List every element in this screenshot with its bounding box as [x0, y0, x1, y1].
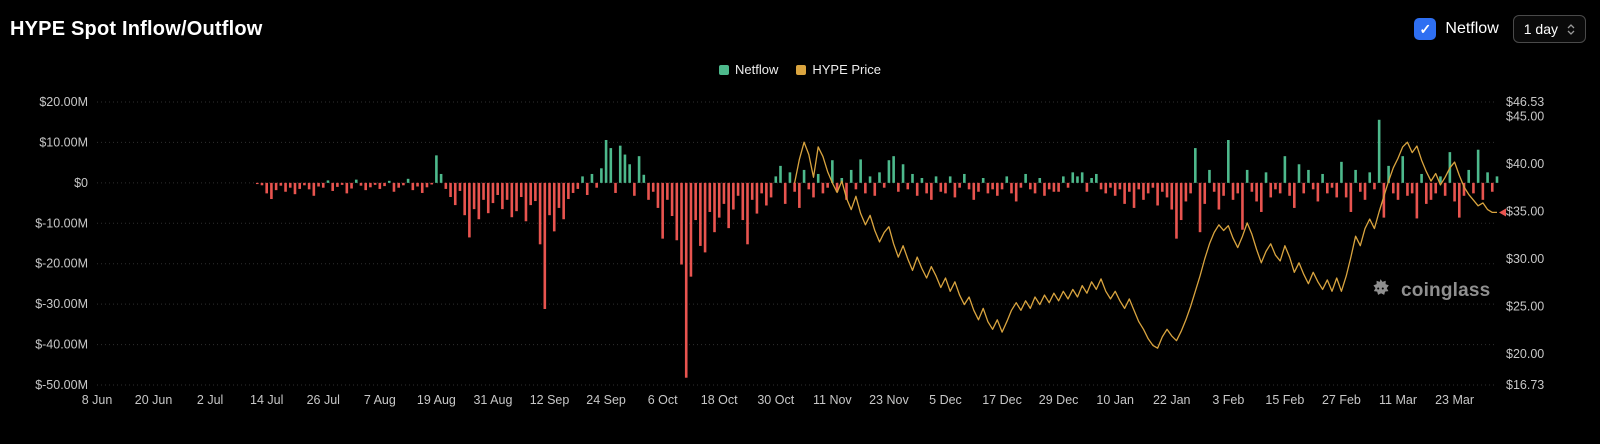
svg-text:29 Dec: 29 Dec — [1039, 393, 1079, 407]
legend-label-netflow: Netflow — [735, 62, 779, 77]
legend-label-hype-price: HYPE Price — [812, 62, 881, 77]
svg-text:$25.00: $25.00 — [1506, 299, 1544, 313]
svg-text:$-30.00M: $-30.00M — [35, 297, 88, 311]
svg-text:10 Jan: 10 Jan — [1096, 393, 1134, 407]
header: HYPE Spot Inflow/Outflow ✓ Netflow 1 day — [0, 0, 1600, 48]
legend-item-netflow[interactable]: Netflow — [719, 62, 778, 77]
svg-text:11 Mar: 11 Mar — [1379, 393, 1417, 407]
svg-text:$16.73: $16.73 — [1506, 378, 1544, 392]
svg-text:$10.00M: $10.00M — [39, 135, 88, 149]
header-controls: ✓ Netflow 1 day — [1414, 15, 1586, 43]
svg-text:24 Sep: 24 Sep — [586, 393, 626, 407]
hype-price-swatch-icon — [796, 64, 807, 75]
svg-text:6 Oct: 6 Oct — [648, 393, 678, 407]
netflow-checkbox[interactable]: ✓ — [1414, 18, 1437, 40]
svg-text:26 Jul: 26 Jul — [307, 393, 340, 407]
page-title: HYPE Spot Inflow/Outflow — [10, 17, 263, 40]
svg-text:$40.00: $40.00 — [1506, 157, 1544, 171]
svg-text:15 Feb: 15 Feb — [1265, 393, 1304, 407]
svg-text:$20.00: $20.00 — [1506, 347, 1544, 361]
svg-text:$-50.00M: $-50.00M — [35, 378, 88, 392]
right-axis-labels: $46.53$45.00 $40.00 $35.00 $30.00 $25.00 $20.… — [1506, 95, 1544, 392]
price-line — [793, 141, 1497, 349]
netflow-checkbox-label: Netflow — [1445, 20, 1499, 37]
svg-text:$-10.00M: $-10.00M — [35, 216, 88, 230]
chevron-up-down-icon — [1567, 23, 1575, 35]
netflow-chart[interactable]: $20.00M $10.00M $0 $-10.00M $-20.00M $-30.00M… — [0, 85, 1600, 439]
legend-item-hype-price[interactable]: HYPE Price — [796, 62, 881, 77]
netflow-toggle[interactable]: ✓ Netflow — [1414, 18, 1499, 40]
svg-text:$-20.00M: $-20.00M — [35, 257, 88, 271]
svg-text:30 Oct: 30 Oct — [757, 393, 794, 407]
svg-text:3 Feb: 3 Feb — [1212, 393, 1244, 407]
svg-text:$20.00M: $20.00M — [39, 95, 88, 109]
svg-text:$46.53: $46.53 — [1506, 95, 1544, 109]
svg-text:$30.00: $30.00 — [1506, 252, 1544, 266]
svg-text:$0: $0 — [74, 176, 88, 190]
netflow-bars — [255, 119, 1499, 378]
svg-text:2 Jul: 2 Jul — [197, 393, 223, 407]
svg-text:23 Nov: 23 Nov — [869, 393, 909, 407]
gridlines — [97, 101, 1497, 386]
watermark-text: coinglass — [1401, 280, 1491, 301]
watermark: coinglass — [1368, 276, 1490, 306]
svg-text:8 Jun: 8 Jun — [82, 393, 113, 407]
interval-select-value: 1 day — [1523, 21, 1558, 37]
svg-text:19 Aug: 19 Aug — [417, 393, 456, 407]
svg-text:12 Sep: 12 Sep — [530, 393, 570, 407]
left-axis-labels: $20.00M $10.00M $0 $-10.00M $-20.00M $-30.00M… — [35, 95, 88, 392]
latest-price-marker — [1499, 208, 1506, 217]
svg-text:14 Jul: 14 Jul — [250, 393, 283, 407]
svg-text:5 Dec: 5 Dec — [929, 393, 962, 407]
svg-text:$35.00: $35.00 — [1506, 204, 1544, 218]
chart-legend: Netflow HYPE Price — [0, 62, 1600, 77]
interval-select[interactable]: 1 day — [1512, 15, 1586, 43]
svg-text:$45.00: $45.00 — [1506, 110, 1544, 124]
svg-text:11 Nov: 11 Nov — [813, 393, 852, 407]
svg-text:27 Feb: 27 Feb — [1322, 393, 1361, 407]
svg-text:$-40.00M: $-40.00M — [35, 338, 88, 352]
svg-text:31 Aug: 31 Aug — [473, 393, 512, 407]
netflow-swatch-icon — [719, 64, 729, 75]
svg-text:7 Aug: 7 Aug — [364, 393, 396, 407]
x-axis-labels: 8 Jun 20 Jun 2 Jul 14 Jul 26 Jul 7 Aug 19 Aug 3… — [82, 393, 1474, 407]
svg-text:17 Dec: 17 Dec — [982, 393, 1022, 407]
svg-text:20 Jun: 20 Jun — [135, 393, 173, 407]
svg-text:23 Mar: 23 Mar — [1435, 393, 1474, 407]
chart-canvas[interactable]: $20.00M $10.00M $0 $-10.00M $-20.00M $-30.00M… — [0, 85, 1600, 439]
coinglass-logo-icon — [1368, 276, 1393, 306]
svg-text:18 Oct: 18 Oct — [701, 393, 738, 407]
svg-text:22 Jan: 22 Jan — [1153, 393, 1191, 407]
